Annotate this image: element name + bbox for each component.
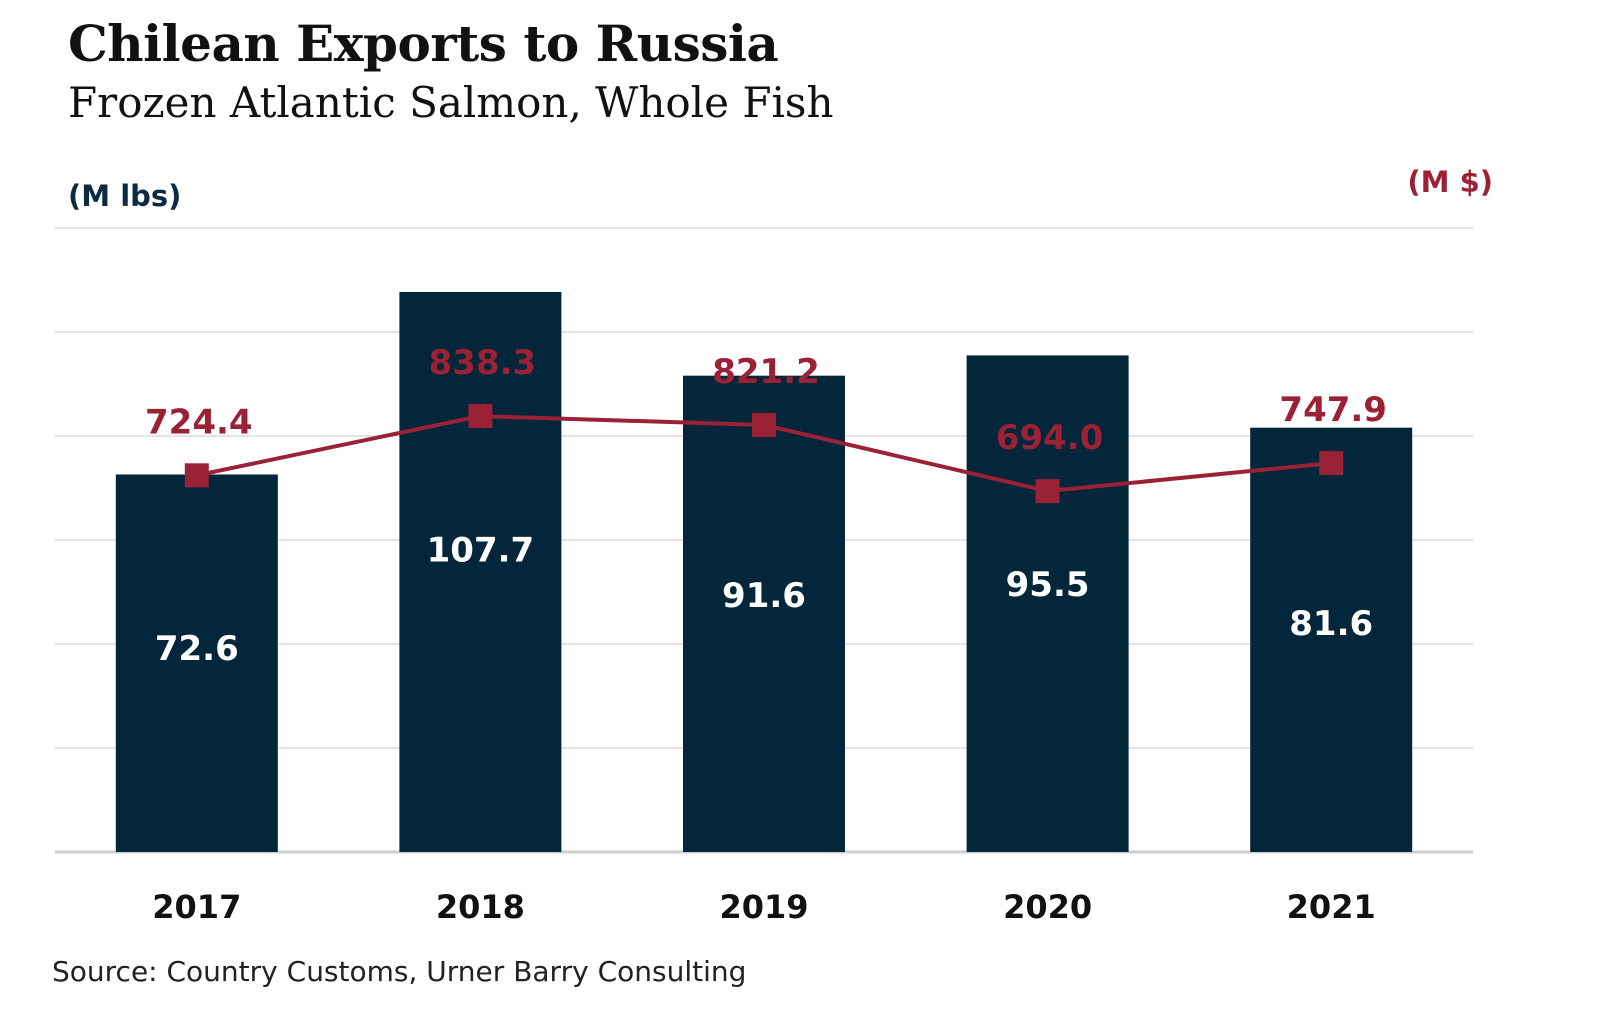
line-marker: [468, 404, 493, 429]
bar-value-labels: 72.6 107.7 91.6 95.5 81.6: [155, 531, 1373, 670]
bar-value-label: 81.6: [1289, 604, 1373, 644]
line-series: [184, 404, 1344, 504]
line-value-labels: 724.4 838.3 821.2 694.0 747.9: [145, 343, 1387, 458]
x-tick-label: 2018: [436, 888, 525, 926]
line-marker: [1035, 479, 1060, 504]
source-note: Source: Country Customs, Urner Barry Con…: [52, 955, 747, 988]
bar-series: [115, 291, 1413, 853]
bar: [115, 474, 278, 852]
bar-value-label: 72.6: [155, 629, 239, 669]
line-value-label: 694.0: [996, 418, 1104, 458]
bar: [966, 355, 1129, 852]
line-marker: [184, 463, 209, 488]
line-marker: [752, 412, 776, 437]
x-tick-label: 2019: [719, 888, 808, 926]
bar-value-label: 107.7: [427, 531, 535, 571]
chart-subtitle: Frozen Atlantic Salmon, Whole Fish: [68, 78, 834, 127]
line-marker: [1319, 451, 1344, 476]
line-value-label: 724.4: [145, 402, 253, 442]
chart-title: Chilean Exports to Russia: [68, 14, 779, 73]
x-tick-label: 2021: [1287, 888, 1376, 926]
y-axis-left-label: (M lbs): [68, 179, 181, 213]
x-tick-label: 2017: [152, 888, 241, 926]
x-tick-label: 2020: [1003, 888, 1092, 926]
bar-value-label: 95.5: [1006, 565, 1090, 605]
y-axis-right-label: (M $): [1407, 165, 1493, 199]
x-tick-labels: 2017 2018 2019 2020 2021: [152, 888, 1375, 926]
bar: [683, 375, 845, 852]
line-value-label: 747.9: [1279, 390, 1387, 430]
line-value-label: 838.3: [429, 343, 537, 383]
line-value-label: 821.2: [712, 352, 820, 392]
bar-value-label: 91.6: [722, 576, 806, 616]
bar: [399, 291, 562, 853]
bar: [1250, 427, 1413, 852]
